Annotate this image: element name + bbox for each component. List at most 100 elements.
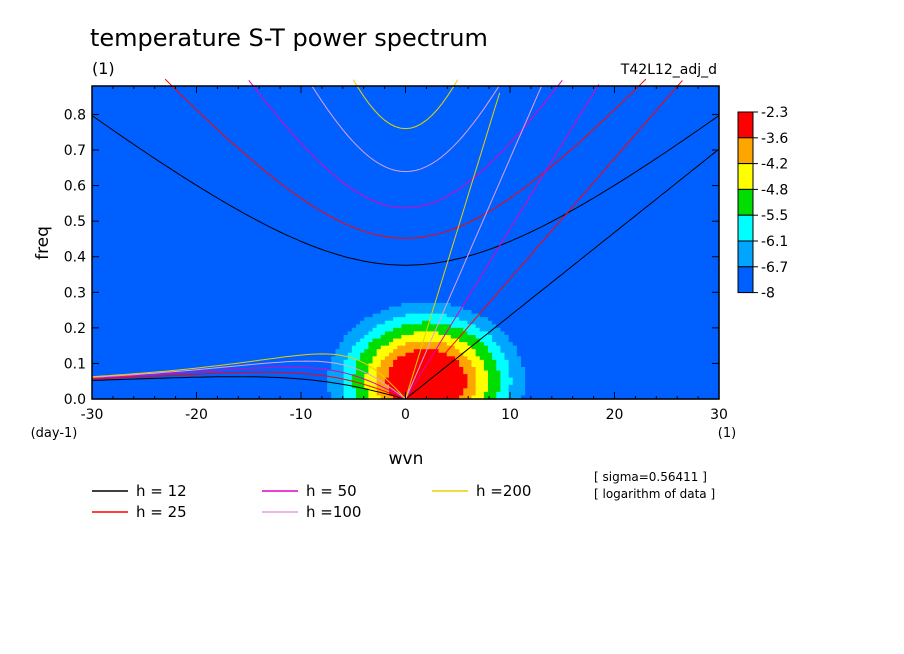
contour-cell — [116, 150, 122, 155]
contour-cell — [116, 96, 122, 101]
contour-cell — [508, 125, 514, 130]
contour-cell — [112, 185, 118, 190]
contour-cell — [376, 146, 382, 151]
contour-cell — [632, 146, 638, 151]
contour-cell — [178, 171, 184, 176]
contour-cell — [640, 132, 646, 137]
contour-cell — [166, 189, 171, 194]
contour-cell — [624, 86, 629, 91]
contour-cell — [426, 150, 431, 155]
contour-cell — [471, 178, 477, 183]
contour-cell — [620, 199, 625, 204]
contour-cell — [438, 118, 444, 123]
contour-cell — [525, 157, 530, 162]
contour-cell — [149, 146, 155, 151]
contour-cell — [426, 167, 431, 172]
contour-cell — [615, 164, 621, 169]
contour-cell — [306, 153, 312, 158]
contour-cell — [318, 182, 324, 187]
contour-cell — [587, 160, 592, 165]
contour-cell — [475, 153, 481, 158]
contour-cell — [603, 157, 609, 162]
contour-cell — [582, 167, 588, 172]
contour-cell — [463, 196, 468, 201]
contour-cell — [178, 135, 184, 140]
contour-cell — [162, 125, 167, 130]
contour-cell — [496, 142, 501, 148]
contour-cell — [467, 196, 473, 201]
contour-cell — [512, 142, 518, 148]
contour-cell — [104, 171, 110, 176]
contour-cell — [488, 114, 493, 119]
contour-cell — [323, 185, 328, 190]
contour-cell — [591, 128, 596, 133]
contour-cell — [578, 164, 584, 169]
contour-cell — [219, 100, 225, 105]
contour-cell — [133, 185, 138, 190]
contour-cell — [413, 192, 419, 197]
contour-cell — [665, 114, 671, 119]
contour-cell — [607, 128, 613, 133]
contour-cell — [141, 174, 147, 180]
contour-cell — [422, 110, 427, 116]
contour-cell — [661, 196, 666, 201]
contour-cell — [450, 157, 456, 162]
contour-cell — [442, 146, 448, 151]
contour-cell — [603, 199, 609, 204]
contour-cell — [232, 153, 237, 158]
contour-cell — [335, 114, 341, 119]
contour-cell — [521, 196, 526, 201]
contour-cell — [112, 139, 118, 144]
contour-cell — [364, 189, 369, 194]
contour-cell — [714, 118, 720, 123]
contour-cell — [686, 174, 691, 180]
contour-cell — [145, 178, 151, 183]
contour-cell — [686, 164, 691, 169]
contour-cell — [290, 86, 295, 91]
contour-cell — [162, 160, 167, 165]
contour-cell — [215, 178, 221, 183]
contour-cell — [273, 142, 279, 148]
contour-cell — [252, 93, 258, 98]
contour-cell — [162, 107, 167, 112]
contour-cell — [269, 100, 275, 105]
contour-cell — [512, 146, 518, 151]
contour-cell — [558, 96, 563, 101]
contour-cell — [96, 185, 101, 190]
contour-cell — [624, 114, 629, 119]
contour-cell — [211, 153, 217, 158]
contour-cell — [673, 114, 679, 119]
contour-cell — [294, 199, 299, 204]
contour-cell — [644, 139, 650, 144]
contour-cell — [125, 114, 130, 119]
contour-cell — [149, 142, 155, 148]
contour-cell — [537, 192, 543, 197]
contour-cell — [290, 189, 295, 194]
contour-cell — [182, 139, 188, 144]
contour-cell — [599, 178, 605, 183]
contour-cell — [219, 86, 225, 91]
contour-cell — [413, 189, 419, 194]
contour-cell — [430, 103, 435, 108]
contour-cell — [459, 93, 464, 98]
contour-cell — [446, 171, 452, 176]
contour-cell — [170, 100, 176, 105]
contour-cell — [570, 189, 576, 194]
contour-cell — [624, 167, 629, 172]
contour-cell — [657, 142, 662, 148]
contour-cell — [310, 100, 316, 105]
contour-cell — [244, 128, 250, 133]
contour-cell — [455, 157, 460, 162]
contour-cell — [261, 121, 266, 126]
contour-cell — [158, 118, 163, 123]
contour-cell — [96, 107, 101, 112]
contour-cell — [595, 135, 600, 140]
contour-cell — [108, 100, 114, 105]
contour-cell — [636, 96, 642, 101]
contour-cell — [525, 182, 530, 187]
contour-cell — [199, 146, 204, 151]
contour-cell — [360, 86, 365, 91]
contour-cell — [153, 86, 159, 91]
contour-cell — [351, 121, 357, 126]
contour-cell — [203, 160, 209, 165]
